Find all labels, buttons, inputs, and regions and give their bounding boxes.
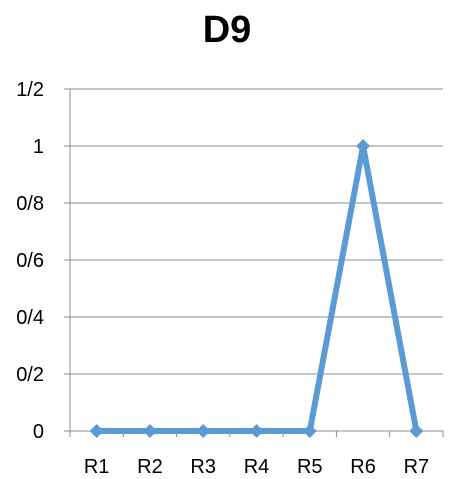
data-point-marker (142, 424, 157, 438)
y-tick-label: 0/4 (16, 307, 44, 329)
x-tick-labels: R1 R2 R3 R4 R5 R6 R7 (84, 456, 429, 478)
chart-title: D9 (202, 9, 252, 51)
x-tick-label: R7 (404, 456, 430, 478)
y-tick-label: 0/6 (16, 250, 44, 272)
series-line (93, 145, 420, 434)
gridlines (70, 88, 443, 375)
x-tick-label: R2 (137, 456, 163, 478)
y-tick-label: 1 (33, 136, 44, 158)
x-tick-label: R1 (84, 456, 110, 478)
data-point-marker (356, 139, 371, 153)
y-tick-labels: 0 0/2 0/4 0/6 0/8 1 1/2 (16, 79, 44, 443)
y-tick-label: 0 (33, 421, 44, 443)
data-point-marker (249, 424, 264, 438)
x-tick-label: R4 (244, 456, 270, 478)
x-tick-label: R6 (350, 456, 376, 478)
y-tick-label: 0/8 (16, 193, 44, 215)
y-tick-label: 1/2 (16, 79, 44, 101)
y-tick-label: 0/2 (16, 364, 44, 386)
data-point-marker (89, 424, 104, 438)
data-point-marker (196, 424, 211, 438)
x-tick-label: R5 (297, 456, 323, 478)
series (89, 139, 424, 438)
data-point-marker (302, 424, 317, 438)
data-point-marker (409, 424, 424, 438)
x-tick-label: R3 (190, 456, 216, 478)
